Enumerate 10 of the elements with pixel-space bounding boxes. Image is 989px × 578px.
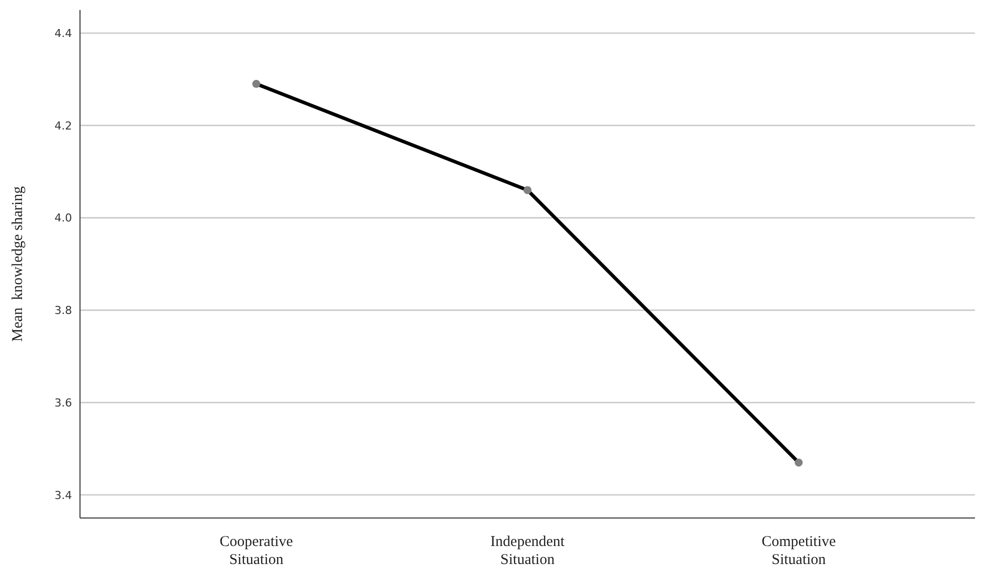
y-tick-label: 3.8 bbox=[54, 304, 72, 318]
y-tick-label: 3.4 bbox=[54, 488, 72, 502]
y-tick-label: 3.6 bbox=[54, 396, 72, 410]
y-tick-label: 4.2 bbox=[54, 119, 72, 132]
y-tick-label: 4.4 bbox=[54, 26, 72, 40]
x-tick-label: Competitive Situation bbox=[762, 534, 836, 568]
y-tick-label: 4.0 bbox=[54, 212, 72, 225]
x-tick-label: Cooperative Situation bbox=[220, 534, 294, 568]
y-axis-title: Mean knowledge sharing bbox=[10, 186, 26, 342]
x-tick-label: Independent Situation bbox=[490, 534, 566, 568]
